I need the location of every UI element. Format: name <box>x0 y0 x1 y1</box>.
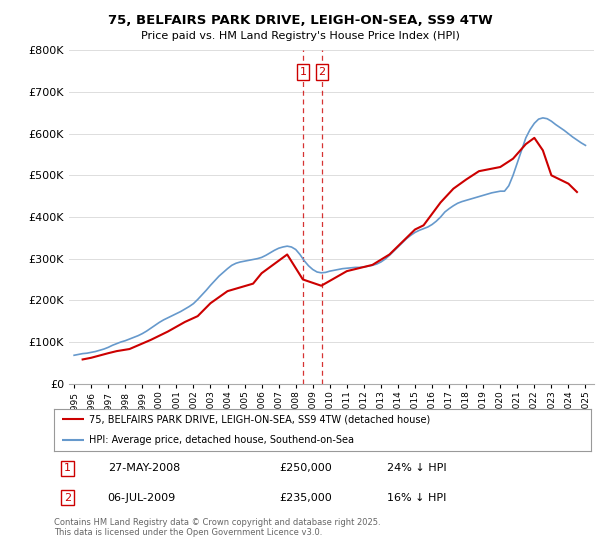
Text: 1: 1 <box>299 67 307 77</box>
Text: 16% ↓ HPI: 16% ↓ HPI <box>387 493 446 503</box>
Text: 2: 2 <box>64 493 71 503</box>
Text: 24% ↓ HPI: 24% ↓ HPI <box>387 463 446 473</box>
Text: 75, BELFAIRS PARK DRIVE, LEIGH-ON-SEA, SS9 4TW (detached house): 75, BELFAIRS PARK DRIVE, LEIGH-ON-SEA, S… <box>89 414 430 424</box>
Text: 06-JUL-2009: 06-JUL-2009 <box>108 493 176 503</box>
Text: Price paid vs. HM Land Registry's House Price Index (HPI): Price paid vs. HM Land Registry's House … <box>140 31 460 41</box>
Text: 1: 1 <box>64 463 71 473</box>
Text: £250,000: £250,000 <box>280 463 332 473</box>
Text: 27-MAY-2008: 27-MAY-2008 <box>108 463 180 473</box>
Text: 75, BELFAIRS PARK DRIVE, LEIGH-ON-SEA, SS9 4TW: 75, BELFAIRS PARK DRIVE, LEIGH-ON-SEA, S… <box>107 14 493 27</box>
Text: Contains HM Land Registry data © Crown copyright and database right 2025.
This d: Contains HM Land Registry data © Crown c… <box>54 518 380 538</box>
Text: HPI: Average price, detached house, Southend-on-Sea: HPI: Average price, detached house, Sout… <box>89 435 354 445</box>
Text: £235,000: £235,000 <box>280 493 332 503</box>
Text: 2: 2 <box>319 67 326 77</box>
